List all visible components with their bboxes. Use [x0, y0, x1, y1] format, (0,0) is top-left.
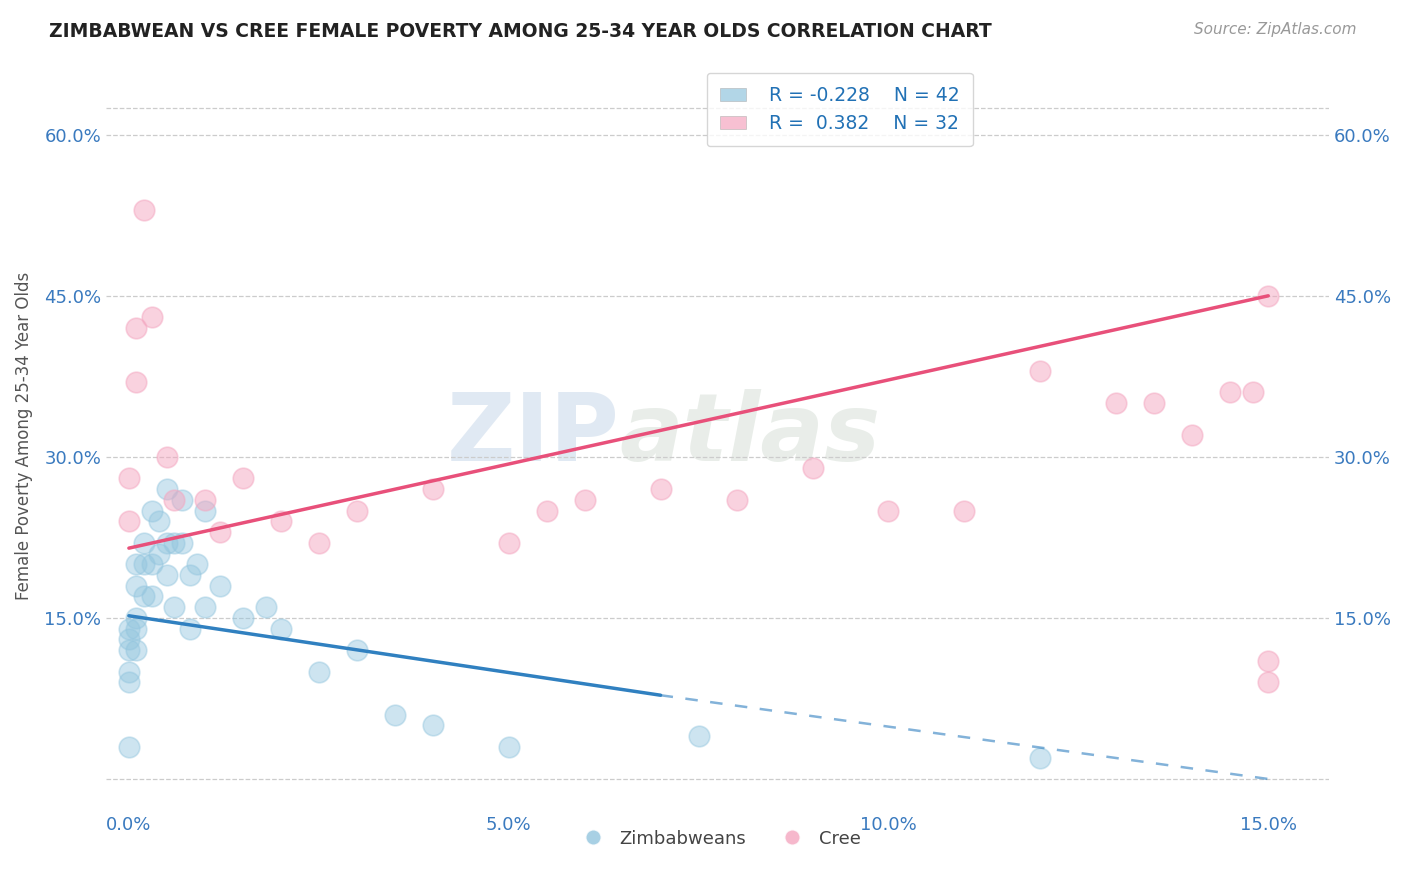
- Y-axis label: Female Poverty Among 25-34 Year Olds: Female Poverty Among 25-34 Year Olds: [15, 271, 32, 599]
- Point: [953, 503, 976, 517]
- Point: [132, 558, 155, 572]
- Point: [1029, 364, 1052, 378]
- Text: ZIMBABWEAN VS CREE FEMALE POVERTY AMONG 25-34 YEAR OLDS CORRELATION CHART: ZIMBABWEAN VS CREE FEMALE POVERTY AMONG …: [49, 22, 993, 41]
- Point: [232, 471, 254, 485]
- Point: [118, 622, 141, 636]
- Point: [346, 643, 368, 657]
- Point: [194, 503, 217, 517]
- Point: [170, 535, 193, 549]
- Point: [156, 535, 179, 549]
- Point: [208, 579, 231, 593]
- Point: [156, 568, 179, 582]
- Point: [179, 568, 201, 582]
- Text: atlas: atlas: [620, 390, 882, 482]
- Point: [1029, 750, 1052, 764]
- Point: [125, 375, 148, 389]
- Point: [125, 321, 148, 335]
- Point: [179, 622, 201, 636]
- Point: [186, 558, 208, 572]
- Point: [1257, 289, 1279, 303]
- Point: [1257, 675, 1279, 690]
- Point: [725, 492, 748, 507]
- Point: [118, 471, 141, 485]
- Point: [801, 460, 824, 475]
- Point: [132, 202, 155, 217]
- Point: [141, 558, 163, 572]
- Point: [194, 492, 217, 507]
- Point: [163, 492, 186, 507]
- Point: [170, 492, 193, 507]
- Point: [208, 524, 231, 539]
- Point: [125, 558, 148, 572]
- Point: [650, 482, 672, 496]
- Point: [536, 503, 558, 517]
- Point: [346, 503, 368, 517]
- Point: [498, 535, 520, 549]
- Point: [118, 643, 141, 657]
- Point: [1143, 396, 1166, 410]
- Point: [148, 547, 170, 561]
- Point: [148, 514, 170, 528]
- Point: [118, 739, 141, 754]
- Legend: Zimbabweans, Cree: Zimbabweans, Cree: [568, 822, 868, 855]
- Point: [1219, 385, 1241, 400]
- Point: [141, 590, 163, 604]
- Point: [163, 600, 186, 615]
- Point: [1181, 428, 1204, 442]
- Point: [132, 590, 155, 604]
- Point: [308, 665, 330, 679]
- Point: [125, 622, 148, 636]
- Point: [232, 611, 254, 625]
- Point: [118, 514, 141, 528]
- Point: [308, 535, 330, 549]
- Point: [270, 514, 292, 528]
- Text: Source: ZipAtlas.com: Source: ZipAtlas.com: [1194, 22, 1357, 37]
- Point: [156, 450, 179, 464]
- Point: [118, 632, 141, 647]
- Point: [141, 310, 163, 325]
- Point: [1257, 654, 1279, 668]
- Point: [574, 492, 596, 507]
- Point: [877, 503, 900, 517]
- Point: [118, 675, 141, 690]
- Point: [163, 535, 186, 549]
- Point: [688, 729, 710, 743]
- Point: [118, 665, 141, 679]
- Point: [1241, 385, 1264, 400]
- Point: [422, 482, 444, 496]
- Point: [384, 707, 406, 722]
- Point: [141, 503, 163, 517]
- Point: [270, 622, 292, 636]
- Point: [125, 611, 148, 625]
- Point: [194, 600, 217, 615]
- Point: [254, 600, 277, 615]
- Point: [422, 718, 444, 732]
- Point: [156, 482, 179, 496]
- Point: [125, 643, 148, 657]
- Point: [498, 739, 520, 754]
- Point: [132, 535, 155, 549]
- Text: ZIP: ZIP: [447, 390, 620, 482]
- Point: [1105, 396, 1128, 410]
- Point: [125, 579, 148, 593]
